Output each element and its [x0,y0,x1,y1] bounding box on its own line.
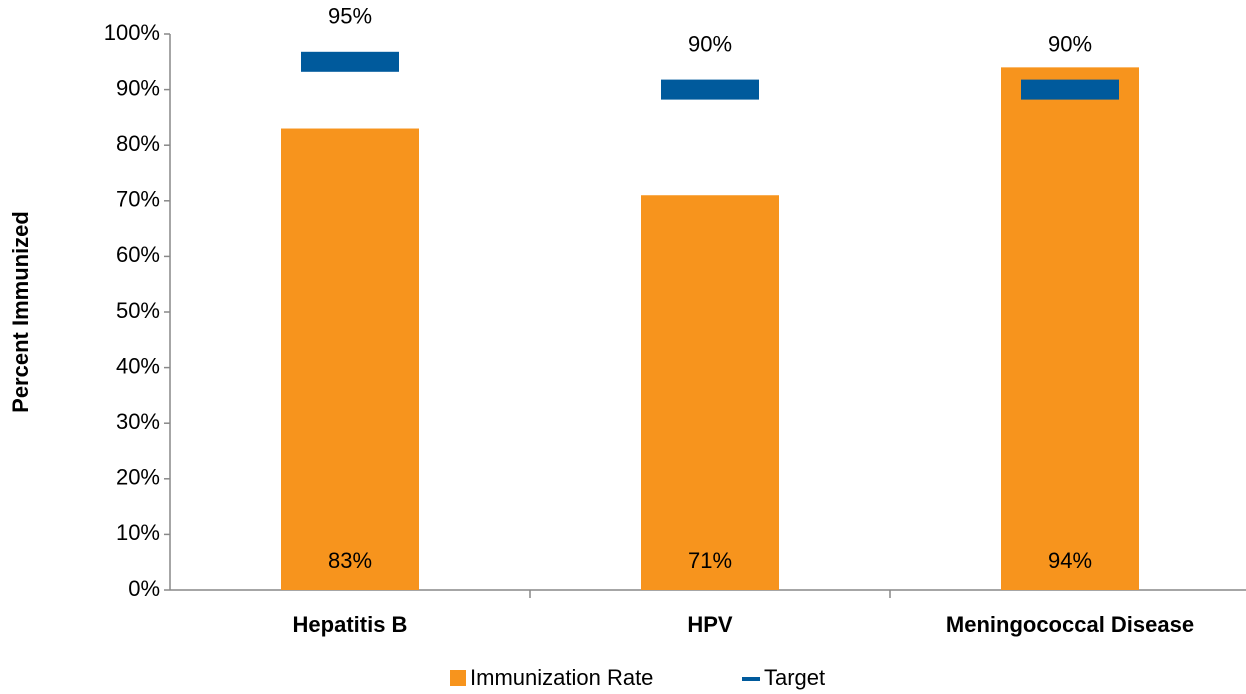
y-tick-label: 100% [104,20,160,45]
target-value-label: 90% [688,31,732,56]
target-value-label: 90% [1048,31,1092,56]
legend-label: Immunization Rate [470,665,653,690]
bar [281,128,419,590]
target-marker [301,51,399,72]
y-tick-label: 50% [116,298,160,323]
x-tick-label: Hepatitis B [293,612,408,637]
target-marker [1021,79,1119,100]
target-marker [661,79,759,100]
legend-swatch [742,677,760,681]
y-tick-label: 10% [116,520,160,545]
y-tick-label: 60% [116,242,160,267]
legend-swatch [450,670,466,686]
bar-value-label: 83% [328,548,372,573]
y-axis-title: Percent Immunized [8,211,33,413]
bar [1001,67,1139,591]
bar-value-label: 71% [688,548,732,573]
target-value-label: 95% [328,4,372,29]
x-tick-label: HPV [687,612,733,637]
y-tick-label: 80% [116,131,160,156]
y-tick-label: 20% [116,465,160,490]
y-tick-label: 0% [128,576,160,601]
bar [641,195,779,591]
y-tick-label: 40% [116,353,160,378]
y-tick-label: 70% [116,187,160,212]
y-tick-label: 30% [116,409,160,434]
x-tick-label: Meningococcal Disease [946,612,1194,637]
y-tick-label: 90% [116,75,160,100]
bar-value-label: 94% [1048,548,1092,573]
legend-label: Target [764,665,825,690]
